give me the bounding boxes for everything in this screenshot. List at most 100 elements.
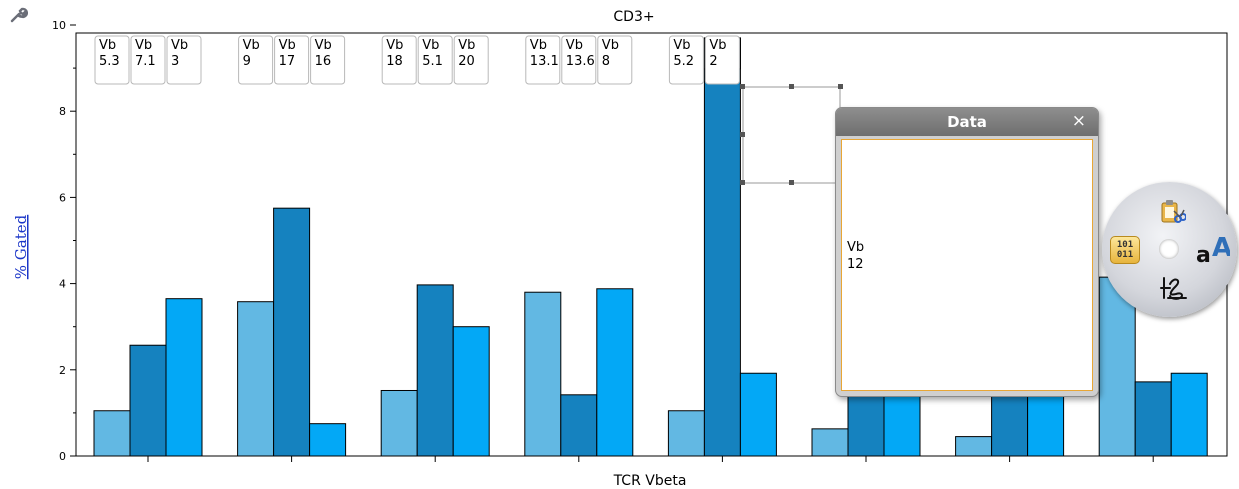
bar-label-text: Vb [171, 38, 188, 53]
bar[interactable] [1134, 381, 1172, 457]
bar[interactable] [452, 326, 490, 457]
bar-label-box [704, 35, 740, 85]
bar-label-text: 18 [386, 54, 403, 69]
bar[interactable] [955, 436, 993, 457]
bar-label-text: 8 [602, 54, 610, 69]
bar-label[interactable]: Vb7.1 [130, 35, 166, 85]
bar-label-text: Vb [458, 38, 475, 53]
bar-label-box [597, 35, 633, 85]
svg-text:a: a [1196, 243, 1211, 266]
bar-label-box [274, 35, 310, 85]
bar-label-text: Vb [673, 38, 690, 53]
radial-menu[interactable]: 101 011 A a [1102, 182, 1237, 317]
bar-label[interactable]: Vb2 [704, 35, 740, 85]
y-tick-label: 2 [59, 364, 66, 377]
data-popup[interactable]: Data × Vb 12 [835, 107, 1099, 397]
bar-label-text: Vb [315, 38, 332, 53]
bar-label-text: 17 [279, 54, 296, 69]
bar-label-text: 20 [458, 54, 475, 69]
bar-labels-layer: Vb5.3Vb7.1Vb3Vb9Vb17Vb16Vb18Vb5.1Vb20Vb1… [94, 35, 740, 85]
bar-label-text: Vb [279, 38, 296, 53]
bar-label-text: Vb [709, 38, 726, 53]
bar-label-text: 7.1 [135, 54, 156, 69]
bar[interactable] [309, 423, 347, 457]
close-icon[interactable]: × [1071, 111, 1086, 131]
bar[interactable] [416, 284, 454, 457]
bar[interactable] [524, 291, 562, 457]
bar[interactable] [165, 298, 203, 457]
bar-label-box [94, 35, 130, 85]
bar[interactable] [129, 344, 167, 457]
bar-label-text: Vb [99, 38, 116, 53]
bar[interactable] [703, 37, 741, 457]
bar-label[interactable]: Vb5.3 [94, 35, 130, 85]
bar-label-box [166, 35, 202, 85]
bar-label-box [417, 35, 453, 85]
bar[interactable] [560, 394, 598, 457]
bar-label-box [381, 35, 417, 85]
bar-label-text: Vb [530, 38, 547, 53]
y-tick-label: 6 [59, 191, 66, 204]
bar-label[interactable]: Vb5.2 [668, 35, 704, 85]
y-tick-label: 0 [59, 450, 66, 463]
bar-label-text: 3 [171, 54, 179, 69]
bar-label-box [561, 35, 597, 85]
bar-label-text: Vb [422, 38, 439, 53]
bar-label[interactable]: Vb8 [597, 35, 633, 85]
popup-title-bar[interactable]: Data × [836, 108, 1098, 136]
bar[interactable] [93, 410, 131, 457]
bar-label-text: Vb [135, 38, 152, 53]
bar-label-text: 16 [315, 54, 332, 69]
bar[interactable] [1170, 372, 1208, 457]
bar[interactable] [811, 428, 849, 457]
radial-menu-center[interactable] [1159, 239, 1179, 259]
bar[interactable] [667, 410, 705, 457]
binary-data-icon[interactable]: 101 011 [1110, 236, 1140, 264]
y-axis-label[interactable]: % Gated [12, 214, 30, 279]
bar-label[interactable]: Vb9 [238, 35, 274, 85]
signature-icon[interactable] [1160, 272, 1190, 302]
bar-label-text: Vb [566, 38, 583, 53]
popup-title: Data [947, 113, 987, 131]
bar-label-text: 5.2 [673, 54, 694, 69]
bar[interactable] [596, 288, 634, 457]
x-axis-label: TCR Vbeta [613, 473, 687, 489]
bar-label-text: 5.1 [422, 54, 443, 69]
bar-label-text: Vb [243, 38, 260, 53]
y-tick-label: 4 [59, 278, 66, 291]
font-icon[interactable]: A a [1190, 230, 1230, 266]
bar[interactable] [273, 207, 311, 457]
bar-label-text: Vb [602, 38, 619, 53]
bar-label-box [238, 35, 274, 85]
bar-label-text: 13.6 [566, 54, 595, 69]
bar-label[interactable]: Vb3 [166, 35, 202, 85]
bar[interactable] [237, 301, 275, 457]
popup-content: Vb 12 [847, 240, 865, 272]
bar-label-box [453, 35, 489, 85]
wrench-icon[interactable] [8, 5, 28, 25]
chart-title: CD3+ [613, 9, 654, 25]
selection-handles[interactable] [740, 84, 843, 185]
bar-label-box [525, 35, 561, 85]
bar-label-text: 2 [709, 54, 717, 69]
bar-label-text: 13.1 [530, 54, 559, 69]
bar-label-box [310, 35, 346, 85]
bar-label-box [130, 35, 166, 85]
clipboard-scissors-icon[interactable] [1160, 198, 1186, 226]
bar-label[interactable]: Vb5.1 [417, 35, 453, 85]
y-tick-label: 8 [59, 105, 66, 118]
y-tick-label: 10 [52, 19, 66, 32]
bar-label-text: 9 [243, 54, 251, 69]
svg-text:A: A [1212, 233, 1230, 263]
bar[interactable] [380, 389, 418, 457]
bar-label-text: 5.3 [99, 54, 120, 69]
bar[interactable] [739, 372, 777, 457]
popup-body[interactable]: Vb 12 [841, 139, 1093, 391]
